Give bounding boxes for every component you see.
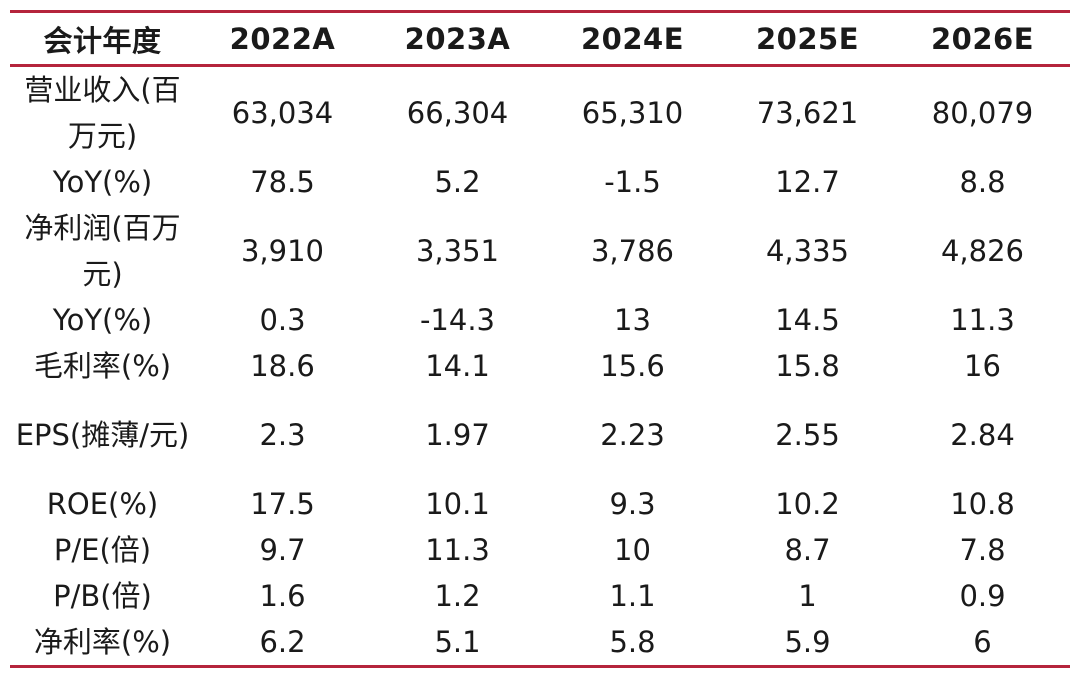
table-cell: 2.3 <box>259 418 306 452</box>
table-cell: -14.3 <box>419 303 496 337</box>
table-cell: 12.7 <box>775 165 840 199</box>
table-cell: 10.1 <box>425 487 490 521</box>
table-cell: 2.23 <box>600 418 665 452</box>
table-cell: 2.84 <box>950 418 1015 452</box>
row-label: 净利润(百万元) <box>24 211 181 291</box>
table-cell: 2.55 <box>775 418 840 452</box>
table-cell: 3,910 <box>240 234 325 268</box>
header-row: 会计年度 2022A 2023A 2024E 2025E 2026E <box>10 10 1070 67</box>
header-cell-2023a: 2023A <box>370 10 545 67</box>
table-row-roe: ROE(%) 17.5 10.1 9.3 10.2 10.8 <box>10 481 1070 527</box>
table-cell: 15.8 <box>775 349 840 383</box>
table-cell: 14.1 <box>425 349 490 383</box>
table-cell: 78.5 <box>250 165 315 199</box>
row-label: 毛利率(%) <box>33 349 172 383</box>
row-label: P/E(倍) <box>53 533 152 567</box>
table-cell: 10.2 <box>775 487 840 521</box>
table-cell: -1.5 <box>604 165 661 199</box>
row-label: P/B(倍) <box>53 579 152 613</box>
table-body: 营业收入(百万元) 63,034 66,304 65,310 73,621 80… <box>10 66 1070 668</box>
table-row-revenue-yoy: YoY(%) 78.5 5.2 -1.5 12.7 8.8 <box>10 159 1070 205</box>
table-cell: 11.3 <box>950 303 1015 337</box>
table-cell: 5.2 <box>434 165 481 199</box>
table-cell: 3,786 <box>590 234 675 268</box>
table-cell: 1.6 <box>259 579 306 613</box>
financial-forecast-table: 会计年度 2022A 2023A 2024E 2025E 2026E 营业收入(… <box>10 10 1070 668</box>
row-label: YoY(%) <box>52 303 153 337</box>
table-cell: 8.8 <box>959 165 1006 199</box>
table-cell: 6.2 <box>195 619 370 668</box>
table-cell: 1 <box>798 579 817 613</box>
table-cell: 5.8 <box>545 619 720 668</box>
table-row-net-profit-yoy: YoY(%) 0.3 -14.3 13 14.5 11.3 <box>10 297 1070 343</box>
header-cell-2022a: 2022A <box>195 10 370 67</box>
table-cell: 3,351 <box>415 234 500 268</box>
row-label: 营业收入(百万元) <box>24 73 181 153</box>
table-cell: 1.2 <box>434 579 481 613</box>
table-cell: 8.7 <box>784 533 831 567</box>
table-cell: 63,034 <box>231 96 334 130</box>
table-row-eps: EPS(摊薄/元) 2.3 1.97 2.23 2.55 2.84 <box>10 389 1070 481</box>
row-label: YoY(%) <box>52 165 153 199</box>
table-cell: 4,335 <box>765 234 850 268</box>
table-cell: 13 <box>614 303 651 337</box>
table-cell: 4,826 <box>940 234 1025 268</box>
row-label: ROE(%) <box>46 487 159 521</box>
table-cell: 9.3 <box>609 487 656 521</box>
table-cell: 7.8 <box>959 533 1006 567</box>
table-cell: 18.6 <box>250 349 315 383</box>
table-row-gross-margin: 毛利率(%) 18.6 14.1 15.6 15.8 16 <box>10 343 1070 389</box>
table-cell: 14.5 <box>775 303 840 337</box>
header-cell-label: 会计年度 <box>10 10 195 67</box>
header-cell-2026e: 2026E <box>895 10 1070 67</box>
table-cell: 1.97 <box>425 418 490 452</box>
table-cell: 0.3 <box>259 303 306 337</box>
table-cell: 10.8 <box>950 487 1015 521</box>
financial-forecast-table-wrapper: 会计年度 2022A 2023A 2024E 2025E 2026E 营业收入(… <box>10 10 1070 668</box>
table-row-net-margin: 净利率(%) 6.2 5.1 5.8 5.9 6 <box>10 619 1070 668</box>
row-label: 净利率(%) <box>10 619 195 668</box>
table-header: 会计年度 2022A 2023A 2024E 2025E 2026E <box>10 10 1070 67</box>
table-cell: 5.9 <box>720 619 895 668</box>
table-cell: 16 <box>964 349 1001 383</box>
table-cell: 10 <box>614 533 651 567</box>
table-cell: 9.7 <box>259 533 306 567</box>
table-cell: 15.6 <box>600 349 665 383</box>
table-cell: 80,079 <box>931 96 1034 130</box>
table-cell: 0.9 <box>959 579 1006 613</box>
table-row-revenue: 营业收入(百万元) 63,034 66,304 65,310 73,621 80… <box>10 66 1070 160</box>
table-row-net-profit: 净利润(百万元) 3,910 3,351 3,786 4,335 4,826 <box>10 205 1070 297</box>
table-cell: 6 <box>895 619 1070 668</box>
row-label: EPS(摊薄/元) <box>15 418 190 452</box>
table-cell: 5.1 <box>370 619 545 668</box>
table-cell: 65,310 <box>581 96 684 130</box>
table-cell: 17.5 <box>250 487 315 521</box>
header-cell-2024e: 2024E <box>545 10 720 67</box>
table-cell: 1.1 <box>609 579 656 613</box>
header-cell-2025e: 2025E <box>720 10 895 67</box>
table-row-pb: P/B(倍) 1.6 1.2 1.1 1 0.9 <box>10 573 1070 619</box>
table-cell: 66,304 <box>406 96 509 130</box>
table-cell: 73,621 <box>756 96 859 130</box>
table-cell: 11.3 <box>425 533 490 567</box>
table-row-pe: P/E(倍) 9.7 11.3 10 8.7 7.8 <box>10 527 1070 573</box>
